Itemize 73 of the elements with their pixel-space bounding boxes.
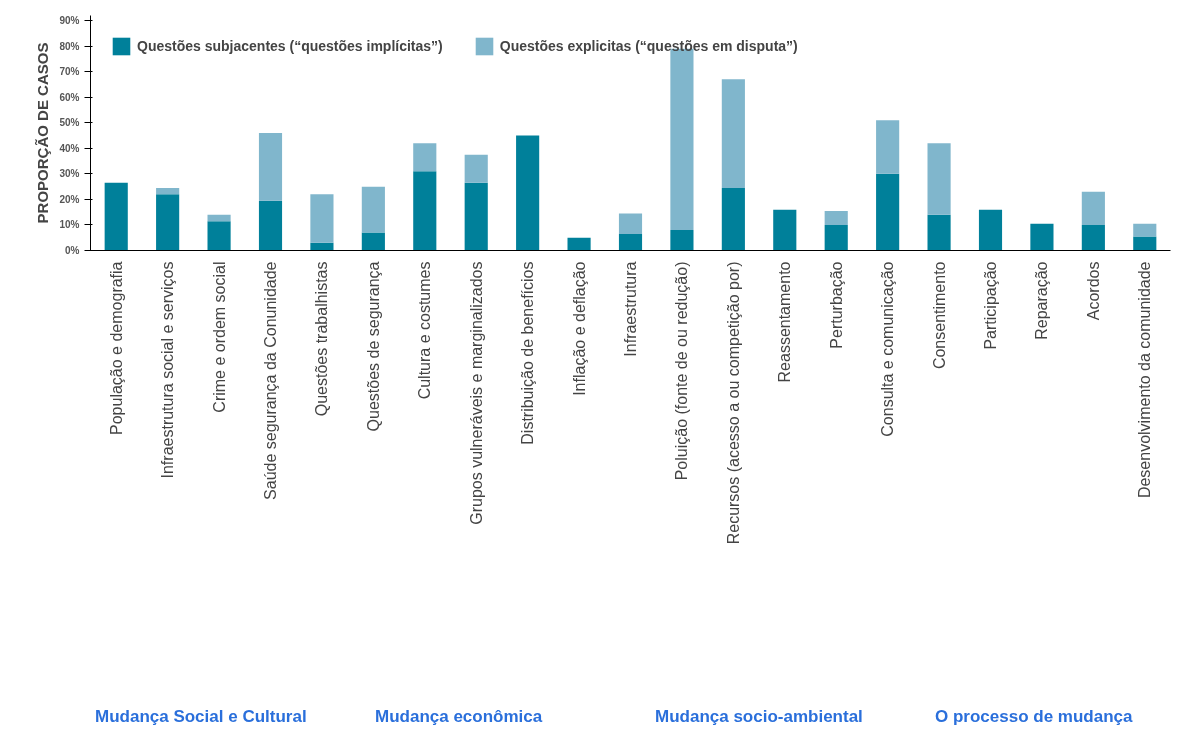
- bar: [927, 214, 951, 251]
- bar: [1081, 191, 1105, 225]
- y-tick-label: 20%: [59, 193, 80, 205]
- bar: [1081, 224, 1105, 251]
- bar: [721, 79, 745, 188]
- y-tick-label: 0%: [65, 245, 80, 256]
- y-tick-label: 60%: [59, 91, 80, 103]
- legend-label: Questões explicitas (“questões em disputa”): [499, 38, 798, 54]
- bar: [773, 209, 797, 251]
- x-tick-label: Cultura e costumes: [416, 261, 434, 400]
- bar: [207, 214, 231, 222]
- x-tick-label: Poluição (fonte de ou redução): [673, 261, 691, 481]
- y-tick-label: 10%: [59, 219, 80, 231]
- bar: [670, 230, 694, 251]
- bar: [156, 194, 180, 251]
- x-tick-label: Inflação e deflação: [570, 261, 588, 396]
- x-tick-label: Infraestrutura social e serviços: [159, 261, 177, 479]
- bar: [258, 200, 283, 251]
- bar: [413, 171, 437, 251]
- x-tick-label: Desenvolvimento da comunidade: [1136, 261, 1154, 499]
- x-tick-label: Saúde segurança da Conunidade: [262, 261, 279, 500]
- text: O processo de mudança: [935, 706, 1133, 728]
- x-tick-label: Participação: [982, 261, 999, 350]
- x-tick-label: Reassentamento: [776, 261, 794, 383]
- x-tick-label: Grupos vulneráveis e marginalizados: [467, 261, 485, 525]
- bar: [156, 187, 180, 195]
- bar: [876, 173, 900, 251]
- text: Mudança Social e Cultural: [95, 706, 307, 728]
- legend-label: Questões subjacentes (“questões implícitas”): [137, 38, 443, 54]
- y-axis-title: PROPORÇÃO DE CASOS: [34, 42, 52, 224]
- x-tick-label: Questões trabalhistas: [313, 261, 331, 417]
- y-tick-label: 40%: [59, 142, 80, 154]
- x-tick-label: Recursos (acesso a ou competição por): [724, 261, 742, 545]
- x-tick-label: Distribuição de benefícios: [519, 261, 537, 445]
- x-tick-label: Perturbação: [827, 261, 845, 349]
- y-tick-label: 30%: [59, 168, 80, 180]
- x-tick-label: Consentimento: [930, 261, 948, 370]
- bar: [618, 233, 643, 251]
- x-tick-label: Infraestrutura: [622, 261, 639, 357]
- x-tick-label: Acordos: [1084, 261, 1102, 321]
- x-tick-label: Questões de segurança: [364, 261, 382, 432]
- x-tick-label: Consulta e comunicação: [879, 261, 897, 437]
- bar: [516, 135, 540, 251]
- text: Mudança econômica: [375, 706, 543, 728]
- bar: [721, 187, 745, 251]
- text: Mudança socio-ambiental: [655, 706, 863, 728]
- bar: [876, 120, 900, 174]
- bar: [824, 210, 848, 225]
- y-tick-label: 80%: [59, 40, 80, 52]
- bar: [978, 209, 1003, 251]
- bar: [1133, 223, 1157, 237]
- y-tick-label: 90%: [59, 15, 80, 27]
- bar: [824, 224, 848, 251]
- bar: [464, 182, 488, 251]
- x-tick-label: População e demografia: [107, 261, 125, 435]
- bar: [361, 186, 385, 233]
- bar: [618, 213, 643, 234]
- bar: [310, 194, 334, 243]
- bar: [413, 143, 437, 172]
- y-tick-label: 70%: [59, 66, 80, 78]
- bar: [258, 133, 283, 201]
- x-tick-label: Crime e ordem social: [210, 261, 228, 413]
- bar: [567, 237, 591, 251]
- bar: [1133, 236, 1157, 251]
- bar: [464, 154, 488, 183]
- bar: [104, 182, 128, 251]
- y-tick-label: 50%: [59, 117, 80, 129]
- bar: [1030, 223, 1054, 251]
- bar: [310, 242, 334, 251]
- bar: [207, 221, 231, 251]
- bar: [361, 232, 385, 251]
- x-tick-label: Reparação: [1033, 261, 1051, 340]
- bar: [927, 143, 951, 215]
